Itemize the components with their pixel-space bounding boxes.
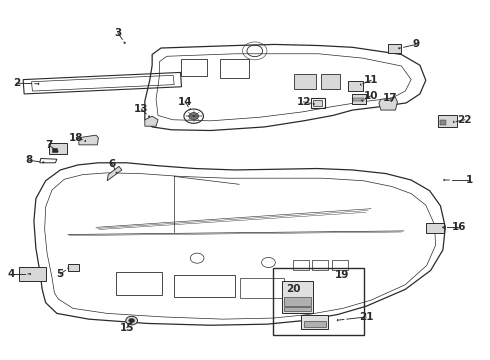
Bar <box>441 121 446 125</box>
Bar <box>220 59 249 78</box>
Text: 11: 11 <box>364 75 378 85</box>
Bar <box>321 74 340 89</box>
Bar <box>19 267 46 281</box>
Bar <box>273 267 364 335</box>
Bar <box>438 116 457 127</box>
Bar <box>116 272 162 296</box>
Polygon shape <box>79 135 98 145</box>
Text: 22: 22 <box>458 115 472 125</box>
Bar <box>284 307 311 311</box>
Text: 18: 18 <box>69 133 84 143</box>
Bar <box>388 44 401 53</box>
Text: 4: 4 <box>8 269 15 279</box>
Bar <box>174 275 235 297</box>
Circle shape <box>129 319 135 323</box>
Polygon shape <box>107 166 122 181</box>
Bar <box>240 278 284 298</box>
Bar <box>351 94 366 104</box>
Text: 8: 8 <box>25 155 33 165</box>
Text: 17: 17 <box>383 93 398 103</box>
Bar <box>49 143 67 154</box>
Bar <box>353 98 364 101</box>
Bar <box>304 320 326 327</box>
Bar <box>313 260 328 270</box>
Circle shape <box>189 113 198 120</box>
Bar <box>68 264 79 271</box>
Text: 7: 7 <box>45 140 52 150</box>
Bar <box>282 281 314 314</box>
Text: 15: 15 <box>120 323 134 333</box>
Text: 14: 14 <box>178 97 193 107</box>
Text: 6: 6 <box>108 159 116 169</box>
Circle shape <box>126 316 138 325</box>
Text: 2: 2 <box>13 78 20 88</box>
Text: 9: 9 <box>413 40 419 49</box>
Bar <box>301 315 328 329</box>
Text: 20: 20 <box>287 284 301 294</box>
Polygon shape <box>145 116 158 126</box>
Bar <box>311 98 325 108</box>
Text: 13: 13 <box>134 104 148 114</box>
Polygon shape <box>379 98 397 110</box>
Bar <box>314 100 322 107</box>
Text: 16: 16 <box>452 222 466 232</box>
Text: 19: 19 <box>335 270 349 280</box>
Text: 5: 5 <box>57 269 64 279</box>
Bar <box>332 260 347 270</box>
Bar <box>180 59 207 76</box>
Bar <box>284 297 311 306</box>
Bar <box>347 81 363 91</box>
Text: 21: 21 <box>359 312 373 322</box>
Text: 10: 10 <box>364 91 378 101</box>
Bar <box>51 148 57 152</box>
Text: 3: 3 <box>114 28 122 38</box>
Text: 12: 12 <box>296 97 311 107</box>
Bar <box>426 223 444 233</box>
Bar <box>294 74 316 89</box>
Text: 1: 1 <box>466 175 473 185</box>
Bar <box>293 260 309 270</box>
